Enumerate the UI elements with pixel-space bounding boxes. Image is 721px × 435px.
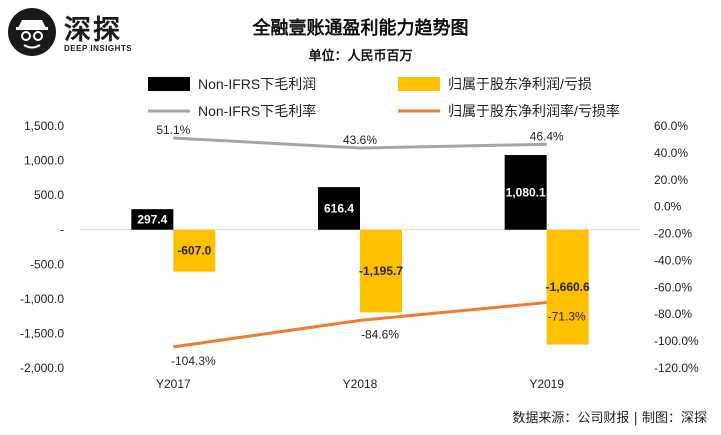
label-gross-margin: 46.4% — [530, 129, 564, 143]
x-tick-label: Y2017 — [156, 377, 191, 391]
y-right-tick-label: 0.0% — [654, 200, 682, 214]
right-axis: 60.0% 40.0% 20.0% 0.0% -20.0% -40.0% -60.0% -80… — [654, 119, 699, 375]
label-gross-margin: 43.6% — [343, 133, 377, 147]
y-right-tick-label: -60.0% — [654, 280, 692, 294]
line-gross-margin — [173, 136, 547, 150]
label-gross-profit: 1,080.1 — [506, 185, 546, 199]
y-right-tick-label: -40.0% — [654, 253, 692, 267]
y-left-tick-label: -500.0 — [30, 257, 64, 271]
y-left-tick-label: 1,000.0 — [24, 154, 64, 168]
y-right-tick-label: -80.0% — [654, 307, 692, 321]
bar-net-loss — [546, 229, 589, 345]
legend-swatch-gross-profit — [148, 77, 190, 91]
y-left-tick-label: -2,000.0 — [20, 361, 64, 375]
legend-label-gross-margin: Non-IFRS下毛利率 — [198, 103, 316, 119]
chart-unit: 单位：人民币百万 — [308, 49, 413, 64]
chart-title: 全融壹账通盈利能力趋势图 — [252, 18, 469, 39]
brand-logo: 深探 DEEP INSIGHTS — [8, 6, 168, 62]
y-right-tick-label: 40.0% — [654, 146, 688, 160]
legend: Non-IFRS下毛利润 归属于股东净利润/亏损 Non-IFRS下毛利率 归属… — [148, 76, 620, 119]
legend-label-gross-profit: Non-IFRS下毛利润 — [198, 76, 316, 92]
lines — [173, 136, 547, 349]
bar-gross-profit — [504, 155, 547, 230]
y-left-tick-label: 500.0 — [34, 188, 64, 202]
y-right-tick-label: -100.0% — [654, 334, 699, 348]
y-right-tick-label: -120.0% — [654, 361, 699, 375]
detective-logo-icon — [8, 8, 56, 56]
label-gross-profit: 616.4 — [324, 201, 354, 215]
data-source-note: 数据来源：公司财报 | 制图：深探 — [512, 411, 707, 426]
label-gross-margin: 51.1% — [156, 123, 190, 137]
y-right-tick-label: -20.0% — [654, 227, 692, 241]
x-tick-label: Y2019 — [529, 377, 564, 391]
label-net-loss-rate: -104.3% — [171, 354, 216, 368]
legend-label-net-loss-rate: 归属于股东净利润率/亏损率 — [448, 103, 620, 119]
line-net-loss-rate — [173, 301, 547, 349]
y-left-tick-label: -1,000.0 — [20, 292, 64, 306]
x-axis-labels: Y2017 Y2018 Y2019 — [156, 377, 564, 391]
label-net-loss-rate: -71.3% — [548, 310, 586, 324]
label-gross-profit: 297.4 — [137, 212, 167, 226]
x-tick-label: Y2018 — [343, 377, 378, 391]
y-right-tick-label: 20.0% — [654, 173, 688, 187]
data-labels: 297.4 616.4 1,080.1 -607.0 -1,195.7 -1,660.6 5… — [137, 123, 590, 368]
bar-gross-profit — [318, 187, 360, 230]
logo-name: 深探 — [64, 15, 122, 46]
legend-label-net-loss: 归属于股东净利润/亏损 — [448, 76, 592, 92]
label-net-loss-rate: -84.6% — [361, 327, 399, 341]
label-net-loss: -607.0 — [177, 244, 211, 258]
legend-swatch-net-loss — [398, 77, 440, 91]
y-left-tick-label: - — [60, 223, 64, 237]
bar-net-loss — [173, 229, 216, 272]
logo-subtitle: DEEP INSIGHTS — [64, 44, 133, 53]
y-right-tick-label: 60.0% — [654, 119, 688, 133]
bar-net-loss — [360, 229, 402, 313]
y-left-tick-label: 1,500.0 — [24, 119, 64, 133]
left-axis: 1,500.0 1,000.0 500.0 - -500.0 -1,000.0 -1,500… — [20, 119, 64, 375]
bars — [131, 155, 589, 345]
label-net-loss: -1,660.6 — [546, 280, 590, 294]
y-left-tick-label: -1,500.0 — [20, 326, 64, 340]
bar-gross-profit — [131, 209, 174, 230]
label-net-loss: -1,195.7 — [359, 264, 403, 278]
